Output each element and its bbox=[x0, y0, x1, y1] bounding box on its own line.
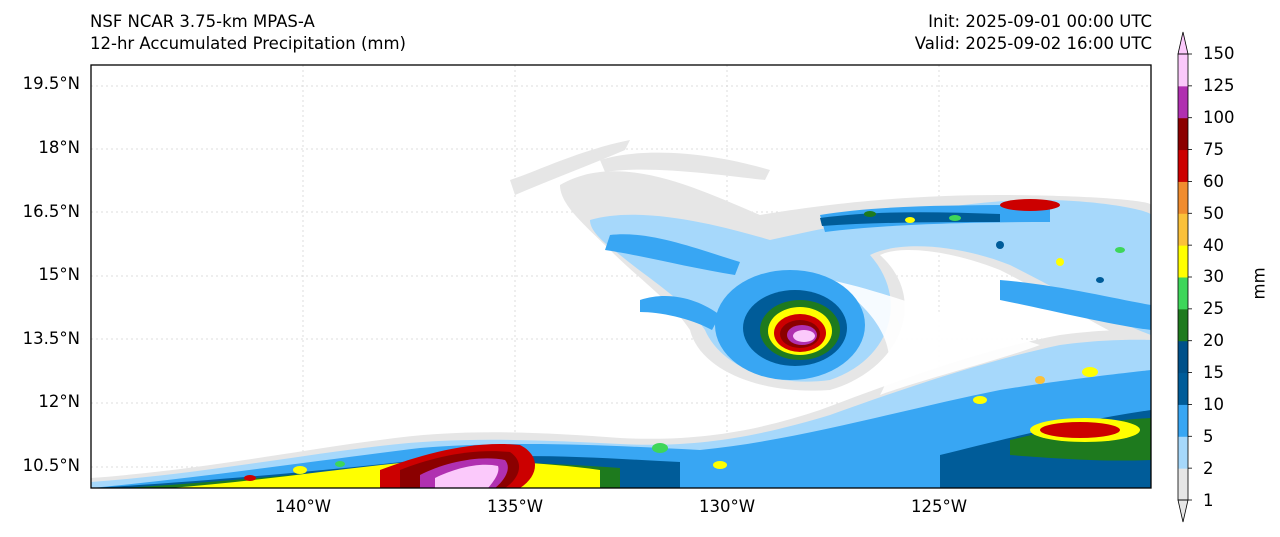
cb-tick-50: 50 bbox=[1203, 204, 1224, 223]
colorbar-segment bbox=[1178, 117, 1188, 151]
precipitation-field bbox=[91, 140, 1151, 488]
lat-label-13-5: 13.5°N bbox=[22, 329, 80, 348]
lat-label-19-5: 19.5°N bbox=[22, 74, 80, 93]
cb-tick-30: 30 bbox=[1203, 267, 1224, 286]
colorbar-extend-min bbox=[1177, 499, 1189, 523]
lon-label-140w: 140°W bbox=[274, 497, 332, 516]
lat-label-12: 12°N bbox=[38, 392, 80, 411]
lat-label-15: 15°N bbox=[38, 265, 80, 284]
field-title: 12-hr Accumulated Precipitation (mm) bbox=[90, 34, 406, 53]
precip-150mm-cells bbox=[420, 325, 817, 488]
colorbar-segment bbox=[1178, 308, 1188, 342]
lat-label-10-5: 10.5°N bbox=[22, 456, 80, 475]
lat-label-16-5: 16.5°N bbox=[22, 202, 80, 221]
colorbar-segment bbox=[1178, 54, 1188, 87]
cb-tick-20: 20 bbox=[1203, 331, 1224, 350]
cb-tick-1: 1 bbox=[1203, 491, 1214, 510]
cb-tick-5: 5 bbox=[1203, 427, 1214, 446]
cb-tick-60: 60 bbox=[1203, 172, 1224, 191]
colorbar-segment bbox=[1178, 372, 1188, 405]
lat-label-18: 18°N bbox=[38, 138, 80, 157]
colorbar bbox=[1177, 31, 1192, 523]
map-frame bbox=[90, 64, 1152, 489]
colorbar-segment bbox=[1178, 245, 1188, 278]
cb-tick-15: 15 bbox=[1203, 363, 1224, 382]
cb-tick-2: 2 bbox=[1203, 459, 1214, 478]
cb-tick-125: 125 bbox=[1203, 76, 1235, 95]
model-title: NSF NCAR 3.75-km MPAS-A bbox=[90, 12, 315, 31]
cb-tick-25: 25 bbox=[1203, 299, 1224, 318]
colorbar-extend-max bbox=[1177, 31, 1189, 55]
lon-label-135w: 135°W bbox=[486, 497, 544, 516]
lon-label-125w: 125°W bbox=[910, 497, 968, 516]
colorbar-segment bbox=[1178, 213, 1188, 246]
cb-tick-100: 100 bbox=[1203, 108, 1235, 127]
cb-tick-40: 40 bbox=[1203, 236, 1224, 255]
init-time: Init: 2025-09-01 00:00 UTC bbox=[928, 12, 1152, 31]
cb-tick-75: 75 bbox=[1203, 140, 1224, 159]
colorbar-segment bbox=[1178, 340, 1188, 374]
valid-time: Valid: 2025-09-02 16:00 UTC bbox=[914, 34, 1152, 53]
convective-cells bbox=[244, 211, 1125, 481]
colorbar-segment bbox=[1178, 277, 1188, 310]
lon-label-130w: 130°W bbox=[698, 497, 756, 516]
colorbar-segment bbox=[1178, 85, 1188, 119]
colorbar-segment bbox=[1178, 149, 1188, 182]
cb-tick-150: 150 bbox=[1203, 44, 1235, 63]
colorbar-segment bbox=[1178, 404, 1188, 437]
colorbar-segment bbox=[1178, 468, 1188, 501]
cb-tick-10: 10 bbox=[1203, 395, 1224, 414]
precip-5mm-cells bbox=[91, 205, 1151, 488]
colorbar-segment bbox=[1178, 436, 1188, 469]
colorbar-segment bbox=[1178, 181, 1188, 214]
colorbar-unit: mm bbox=[1249, 267, 1269, 300]
